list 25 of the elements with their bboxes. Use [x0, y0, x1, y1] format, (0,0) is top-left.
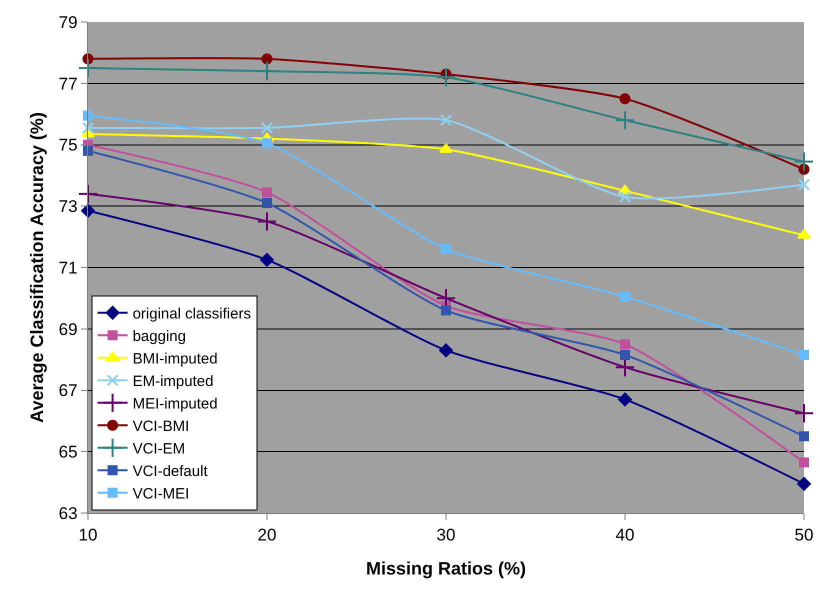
- y-tick-label: 65: [58, 442, 78, 462]
- y-tick-label: 69: [58, 320, 78, 339]
- legend-label: VCI-BMI: [132, 418, 190, 436]
- y-tick-label: 71: [58, 258, 78, 278]
- x-tick-label: 40: [616, 525, 634, 544]
- x-tick-label: 20: [258, 525, 276, 544]
- legend-label: MEI-imputed: [132, 396, 218, 413]
- y-tick-label: 75: [58, 136, 78, 155]
- y-tick-label: 63: [58, 504, 78, 523]
- x-tick-label: 30: [436, 525, 456, 544]
- y-tick-label: 73: [58, 197, 78, 216]
- y-tick-label: 67: [58, 381, 78, 400]
- legend-label: original classifiers: [132, 306, 251, 323]
- legend-label: VCI-EM: [132, 440, 186, 458]
- x-axis-title: Missing Ratios (%): [366, 558, 526, 578]
- y-axis-title: Average Classification Accuracy (%): [26, 112, 47, 423]
- x-tick-label: 50: [794, 525, 814, 544]
- legend-label: bagging: [132, 328, 186, 346]
- legend-label: VCI-default: [132, 463, 208, 480]
- y-tick-label: 79: [58, 12, 78, 32]
- y-tick-label: 77: [58, 74, 78, 94]
- legend-label: EM-imputed: [132, 373, 214, 390]
- x-tick-label: 10: [78, 525, 98, 544]
- legend-label: BMI-imputed: [132, 350, 218, 368]
- legend-label: VCI-MEI: [132, 486, 190, 503]
